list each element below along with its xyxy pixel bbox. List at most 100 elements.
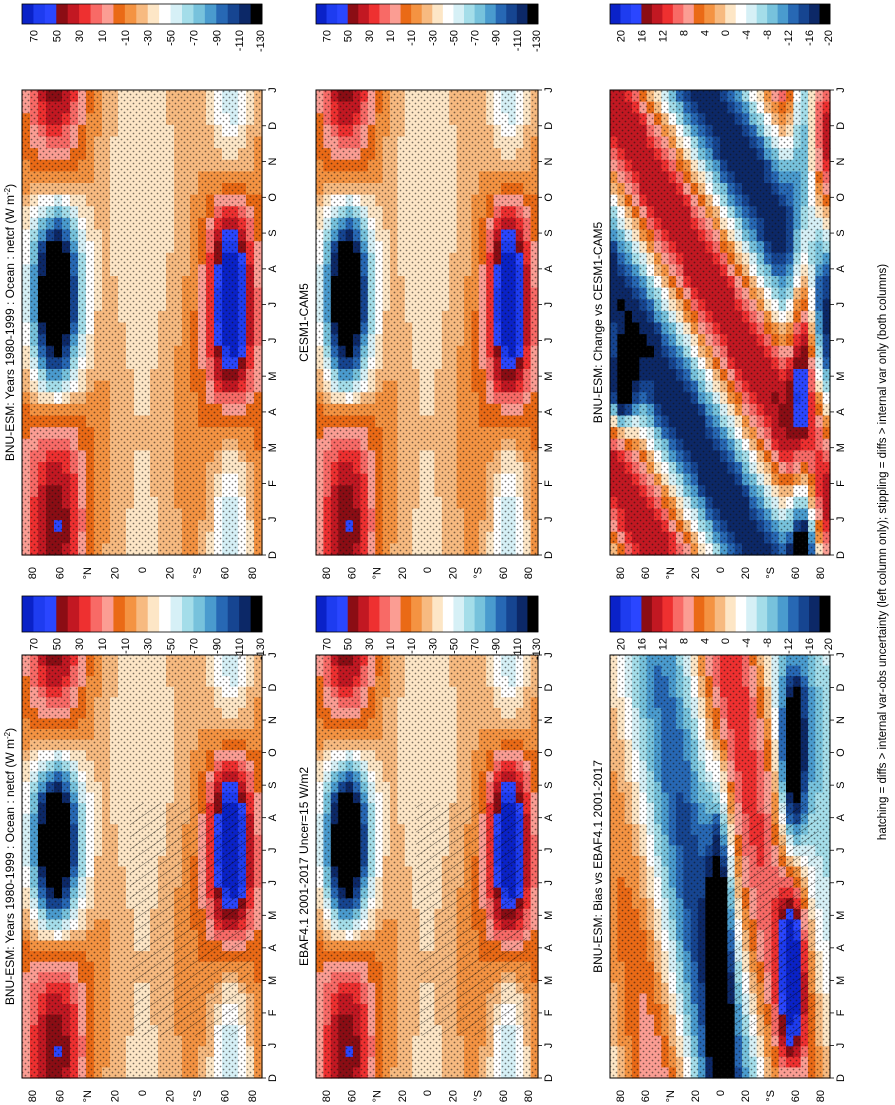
latitude-tick-label: 60 (220, 1090, 232, 1102)
latitude-tick-label: 60 (55, 1090, 67, 1102)
month-tick-label: M (267, 911, 279, 920)
colorbar: 20 16 12 8 4 0 -4 -8 -12 -16 -20 (609, 595, 835, 654)
month-tick-label: J (835, 880, 847, 886)
colorbar-label: -50 (448, 638, 460, 654)
colorbar-label: 30 (364, 638, 376, 650)
colorbar: 70 50 30 10 -10 -30 -50 -70 -90 -110 -130 (315, 595, 543, 660)
month-tick-label: A (543, 944, 555, 952)
colorbar-swatch (809, 596, 820, 632)
month-tick-label: M (543, 911, 555, 920)
latitude-tick-label: 20 (397, 1090, 409, 1102)
colorbar-label: -70 (188, 638, 200, 654)
colorbar-label: -90 (491, 638, 503, 654)
colorbar-swatch (672, 596, 684, 632)
panel-frame (315, 654, 539, 1079)
month-tick-label: D (835, 1074, 847, 1082)
colorbar-swatch (683, 596, 695, 632)
month-tick-label: S (267, 781, 279, 788)
colorbar-label: -10 (120, 638, 132, 654)
panel-title: BNU-ESM: Years 1980-1999 : Ocean : netcf… (3, 728, 18, 1005)
latitude-tick-label: °S (192, 1090, 204, 1102)
month-tick-label: A (835, 813, 847, 821)
colorbar-label: -12 (783, 638, 795, 654)
colorbar-swatch (390, 596, 401, 632)
month-tick-label: J (543, 652, 555, 658)
colorbar-label: 0 (720, 638, 732, 644)
colorbar-label: 20 (615, 638, 627, 650)
colorbar-swatch (124, 596, 137, 632)
hatching (415, 803, 527, 1036)
latitude-tick-label: °N (82, 1090, 94, 1102)
colorbar-label: -16 (804, 638, 816, 654)
latitude-tick-label: 80 (615, 1090, 627, 1102)
month-tick-label: M (267, 976, 279, 985)
colorbar-swatch (798, 596, 810, 632)
month-tick-label: N (543, 716, 555, 724)
colorbar-swatch (400, 596, 412, 632)
colorbar-swatch (620, 596, 632, 632)
colorbar-swatch (704, 596, 716, 632)
colorbar-swatch (136, 596, 149, 632)
month-tick-label: J (267, 847, 279, 853)
colorbar-swatch (630, 596, 642, 632)
colorbar-swatch (641, 596, 653, 632)
colorbar-swatch (714, 596, 726, 632)
month-tick-label: A (543, 813, 555, 821)
latitude-tick-label: °N (665, 1090, 677, 1102)
panel-frame (21, 654, 263, 1079)
month-tick-label: M (543, 976, 555, 985)
colorbar-swatch (756, 596, 768, 632)
colorbar-swatch (358, 596, 370, 632)
month-tick-label: S (835, 781, 847, 788)
colorbar-swatch (79, 596, 91, 632)
month-tick-label: D (543, 684, 555, 692)
colorbar-label: -50 (166, 638, 178, 654)
colorbar-label: -90 (211, 638, 223, 654)
latitude-tick-label: 60 (346, 1090, 358, 1102)
colorbar-swatch (347, 596, 359, 632)
latitude-tick-label: 80 (815, 1090, 827, 1102)
month-tick-label: F (267, 1009, 279, 1016)
latitude-tick-label: 20 (740, 1090, 752, 1102)
colorbar-swatch (44, 596, 57, 632)
month-tick-label: O (835, 748, 847, 757)
hatching (130, 803, 250, 1036)
latitude-tick-label: 60 (790, 1090, 802, 1102)
month-tick-label: A (267, 813, 279, 821)
latitude-tick-label: 60 (640, 1090, 652, 1102)
month-tick-label: J (835, 847, 847, 853)
latitude-tick-label: °N (372, 1090, 384, 1102)
colorbar-label: 16 (636, 638, 648, 650)
colorbar-label: 10 (385, 638, 397, 650)
month-tick-label: J (267, 652, 279, 658)
month-tick-label: J (267, 1043, 279, 1049)
colorbar-label: 4 (699, 638, 711, 644)
month-tick-label: J (543, 880, 555, 886)
panel-frame (609, 654, 831, 1079)
colorbar-label: 50 (51, 638, 63, 650)
colorbar-label: -110 (234, 638, 246, 659)
latitude-tick-label: °S (473, 1090, 485, 1102)
colorbar-swatch (326, 596, 338, 632)
colorbar-swatch (693, 596, 705, 632)
colorbar-frame (21, 595, 263, 633)
month-tick-label: J (835, 652, 847, 658)
colorbar-swatch (33, 596, 46, 632)
colorbar-swatch (147, 596, 160, 632)
colorbar-swatch (610, 596, 621, 632)
panel-title: BNU-ESM: Bias vs EBAF4.1 2001-2017 (591, 760, 605, 973)
colorbar-label: 50 (343, 638, 355, 650)
colorbar-swatch (735, 596, 747, 632)
colorbar-swatch (725, 596, 737, 632)
colorbar-swatch (485, 596, 497, 632)
colorbar-frame (609, 595, 831, 633)
colorbar-swatch (102, 596, 114, 632)
colorbar-swatch (662, 596, 674, 632)
colorbar-swatch (316, 596, 327, 632)
